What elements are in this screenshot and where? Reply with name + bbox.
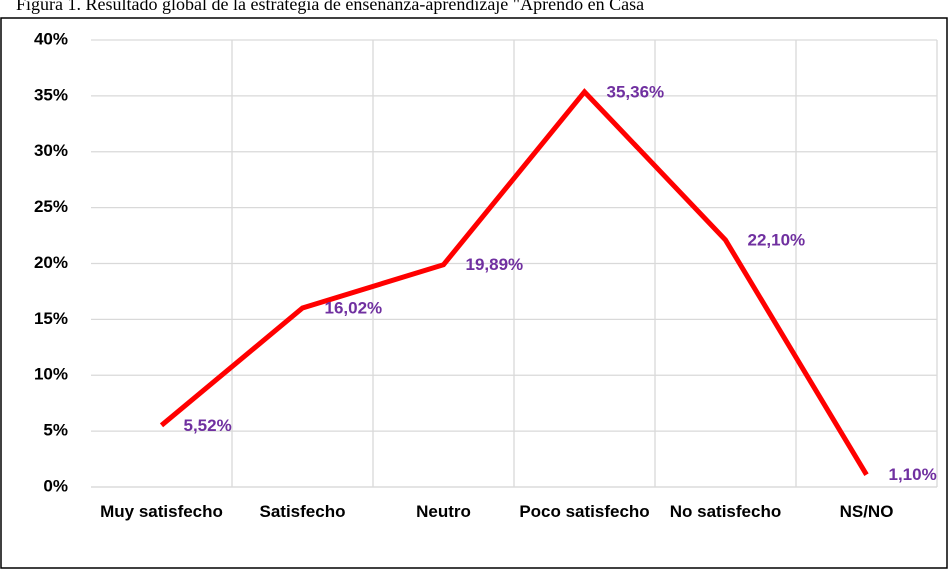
x-tick-label: Satisfecho: [259, 502, 346, 521]
y-tick-label: 0%: [43, 476, 68, 495]
data-label: 35,36%: [607, 82, 665, 101]
data-label: 5,52%: [184, 416, 232, 435]
y-tick-label: 25%: [34, 197, 68, 216]
y-tick-label: 5%: [43, 421, 68, 440]
y-tick-label: 10%: [34, 365, 68, 384]
data-label: 22,10%: [748, 231, 806, 250]
line: [159, 88, 869, 476]
y-tick-label: 35%: [34, 85, 68, 104]
x-tick-label: NS/NO: [839, 502, 894, 521]
x-tick-label: Muy satisfecho: [100, 502, 223, 521]
chart-title: Figura 1. Resultado global de la estrate…: [16, 0, 645, 14]
y-tick-label: 30%: [34, 141, 68, 160]
data-label: 16,02%: [325, 298, 383, 317]
y-tick-label: 20%: [34, 253, 68, 272]
data-label: 1,10%: [889, 465, 937, 484]
y-tick-label: 15%: [34, 309, 68, 328]
data-label: 19,89%: [466, 255, 524, 274]
x-tick-label: No satisfecho: [669, 502, 782, 521]
x-tick-label: Neutro: [416, 502, 471, 521]
y-tick-label: 40%: [34, 29, 68, 48]
chart-border: [0, 17, 948, 569]
x-tick-label: Poco satisfecho: [519, 502, 650, 521]
